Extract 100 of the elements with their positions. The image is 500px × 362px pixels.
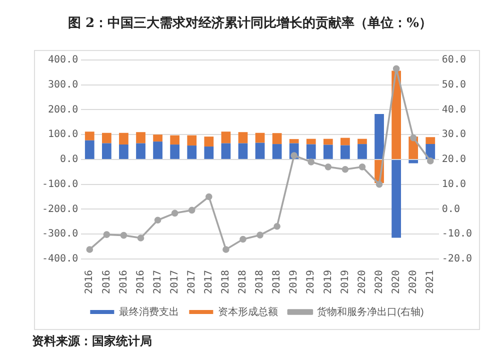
bar	[102, 143, 112, 159]
y-tick-label: -100.0	[42, 178, 78, 190]
y2-tick-label: 10.0	[442, 178, 466, 190]
point	[154, 216, 162, 224]
point	[410, 134, 417, 142]
bar	[119, 132, 128, 145]
x-tick-label: 2018	[220, 270, 232, 294]
bar	[204, 136, 214, 147]
bar	[187, 135, 197, 146]
bar	[272, 144, 282, 159]
bar	[102, 132, 112, 144]
bar	[84, 140, 94, 159]
legend-label: 货物和服务净出口(右轴)	[317, 306, 424, 318]
bar	[340, 138, 350, 146]
x-tick-label: 2019	[322, 270, 334, 294]
point	[120, 232, 128, 239]
y-tick-label: 400.0	[48, 54, 78, 66]
bar	[153, 142, 162, 159]
bar	[358, 138, 367, 144]
x-tick-label: 2018	[238, 270, 249, 294]
y2-tick-label: 60.0	[442, 54, 466, 66]
point	[376, 180, 383, 188]
x-tick-label: 2017	[203, 270, 214, 294]
bar	[255, 142, 265, 159]
bar	[408, 160, 418, 164]
bar	[255, 132, 265, 143]
point	[240, 236, 246, 243]
bar	[221, 143, 231, 159]
y2-tick-label: 40.0	[442, 104, 466, 116]
bar	[153, 134, 162, 142]
x-tick-label: 2016	[84, 270, 96, 294]
x-tick-label: 2020	[356, 270, 368, 294]
bar	[84, 132, 94, 140]
bar	[170, 135, 180, 145]
y2-tick-label: 50.0	[442, 79, 466, 90]
bar	[238, 143, 248, 159]
bar	[392, 160, 401, 238]
bar	[238, 132, 248, 144]
x-tick-label: 2021	[424, 270, 436, 294]
point	[222, 246, 230, 253]
y2-tick-label: -20.0	[442, 254, 472, 265]
bar	[306, 138, 316, 144]
point	[274, 222, 280, 230]
point	[290, 152, 298, 159]
bar	[136, 132, 146, 144]
bar	[119, 144, 128, 159]
point	[171, 210, 178, 217]
point	[86, 246, 94, 253]
bar	[323, 138, 333, 145]
text: 资料来源：国家统计局	[32, 333, 152, 350]
x-tick-label: 2018	[272, 270, 283, 294]
x-tick-label: 2019	[306, 270, 317, 294]
x-tick-label: 2017	[152, 270, 164, 294]
bar	[272, 133, 282, 144]
x-tick-label: 2020	[408, 270, 419, 294]
x-tick-label: 2016	[135, 270, 146, 294]
point	[308, 158, 315, 166]
point	[103, 231, 110, 238]
x-tick-label: 2017	[186, 270, 198, 294]
x-tick-label: 2018	[254, 270, 266, 294]
y2-tick-label: 30.0	[442, 129, 466, 140]
bar	[289, 139, 299, 144]
bar	[170, 144, 180, 159]
y-tick-label: -200.0	[42, 204, 78, 215]
y2-tick-label: -10.0	[442, 228, 472, 240]
y-tick-label: 100.0	[48, 129, 78, 140]
point	[342, 166, 349, 173]
bar	[221, 132, 231, 144]
y-tick-label: -300.0	[42, 228, 78, 240]
bar	[374, 114, 384, 159]
bar	[358, 144, 367, 159]
x-tick-label: 2019	[288, 270, 300, 294]
legend-label: 最终消费支出	[119, 306, 180, 318]
x-tick-label: 2016	[118, 270, 130, 294]
x-tick-label: 2016	[101, 270, 112, 294]
bar	[187, 146, 197, 159]
bar	[204, 146, 214, 159]
point	[392, 65, 400, 72]
bar	[306, 144, 316, 159]
legend-label: 资本形成总额	[218, 306, 278, 318]
x-tick-label: 2019	[340, 270, 351, 294]
point	[426, 158, 434, 164]
point	[358, 164, 366, 170]
bar	[340, 145, 350, 159]
point	[324, 164, 332, 170]
bar	[136, 143, 146, 159]
bar	[426, 137, 436, 144]
x-tick-label: 2017	[169, 270, 180, 294]
x-tick-label: 2020	[374, 270, 385, 294]
point	[137, 234, 144, 242]
y-tick-label: -400.0	[42, 254, 78, 265]
point	[188, 206, 196, 214]
y-tick-label: 300.0	[48, 79, 78, 90]
y-tick-label: 0.0	[60, 154, 78, 166]
bar	[323, 144, 333, 159]
x-tick-label: 2020	[390, 270, 402, 294]
y2-tick-label: 20.0	[442, 154, 466, 166]
chart-title: 图 2：中国三大需求对经济累计同比增长的贡献率（单位：%）	[67, 14, 433, 32]
y-tick-label: 200.0	[48, 104, 78, 116]
point	[206, 193, 212, 200]
